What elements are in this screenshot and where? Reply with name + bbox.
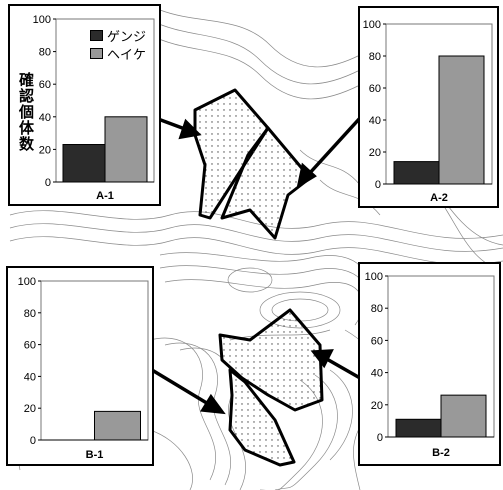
y-tick-label-b2-0: 0 (377, 432, 383, 444)
y-tick-label-b2-80: 80 (371, 303, 383, 315)
y-tick-label-b2-60: 60 (371, 335, 383, 347)
panel-label-a1: A-1 (96, 190, 114, 202)
y-axis-label: 確認個体数 (17, 72, 35, 152)
survey-area-b (218, 308, 324, 467)
bar-a1-heike (104, 116, 148, 183)
y-tick-label-a2-100: 100 (363, 19, 381, 31)
legend-label-genji: ゲンジ (107, 29, 147, 45)
legend-label-heike: ヘイケ (107, 47, 147, 63)
chart-panel-a1: 0 20 40 60 80 100 A-1 確認個体数 ゲンジ ヘイケ (8, 4, 161, 206)
bar-b2-heike (440, 394, 487, 438)
bar-chart-b1: 0 20 40 60 80 100 B-1 (18, 276, 149, 461)
bar-b2-genji (395, 418, 442, 438)
y-tick-label-b1-40: 40 (24, 371, 36, 383)
y-tick-label-b1-20: 20 (24, 403, 36, 415)
y-tick-label-a2-0: 0 (375, 179, 381, 191)
legend-swatch-heike (90, 47, 103, 59)
y-tick-label-a1-80: 80 (39, 47, 51, 59)
y-tick-label-a1-40: 40 (39, 112, 51, 124)
y-tick-label-a1-100: 100 (33, 14, 51, 26)
contour-lines (9, 9, 503, 490)
chart-legend: ゲンジ ヘイケ (90, 26, 147, 63)
bar-b1-heike (94, 410, 141, 441)
panel-label-b2: B-2 (432, 447, 450, 459)
y-tick-label-a1-60: 60 (39, 79, 51, 91)
chart-panel-b2: 0 20 40 60 80 100 B-2 (358, 262, 501, 466)
bar-a1-genji (62, 144, 106, 183)
bar-chart-b2: 0 20 40 60 80 100 B-2 (365, 271, 495, 459)
bar-chart-a2: 0 20 40 60 80 100 A-2 (363, 19, 493, 204)
chart-panel-a2: 0 20 40 60 80 100 A-2 (358, 6, 499, 208)
chart-panel-b1: 0 20 40 60 80 100 B-1 (6, 266, 154, 466)
y-tick-label-b2-40: 40 (371, 368, 383, 380)
y-tick-label-b1-0: 0 (30, 435, 36, 447)
y-tick-label-b1-80: 80 (24, 308, 36, 320)
y-tick-label-b1-100: 100 (18, 276, 36, 288)
y-tick-label-a2-20: 20 (369, 147, 381, 159)
legend-swatch-genji (90, 29, 103, 41)
y-tick-label-b2-100: 100 (365, 271, 383, 283)
legend-item-genji: ゲンジ (90, 26, 147, 45)
panel-label-b1: B-1 (86, 449, 104, 461)
panel-label-a2: A-2 (430, 192, 448, 204)
bar-a2-genji (393, 161, 440, 185)
legend-item-heike: ヘイケ (90, 44, 147, 63)
y-tick-label-a2-40: 40 (369, 115, 381, 127)
y-tick-label-a1-20: 20 (39, 144, 51, 156)
bar-chart-a1: 0 20 40 60 80 100 A-1 (33, 14, 155, 202)
y-tick-label-b2-20: 20 (371, 400, 383, 412)
y-tick-label-b1-60: 60 (24, 340, 36, 352)
y-tick-label-a1-0: 0 (45, 177, 51, 189)
survey-area-a (193, 88, 312, 240)
y-tick-label-a2-60: 60 (369, 83, 381, 95)
bar-a2-heike (438, 55, 485, 185)
pointer-arrows (149, 114, 362, 415)
y-tick-label-a2-80: 80 (369, 51, 381, 63)
